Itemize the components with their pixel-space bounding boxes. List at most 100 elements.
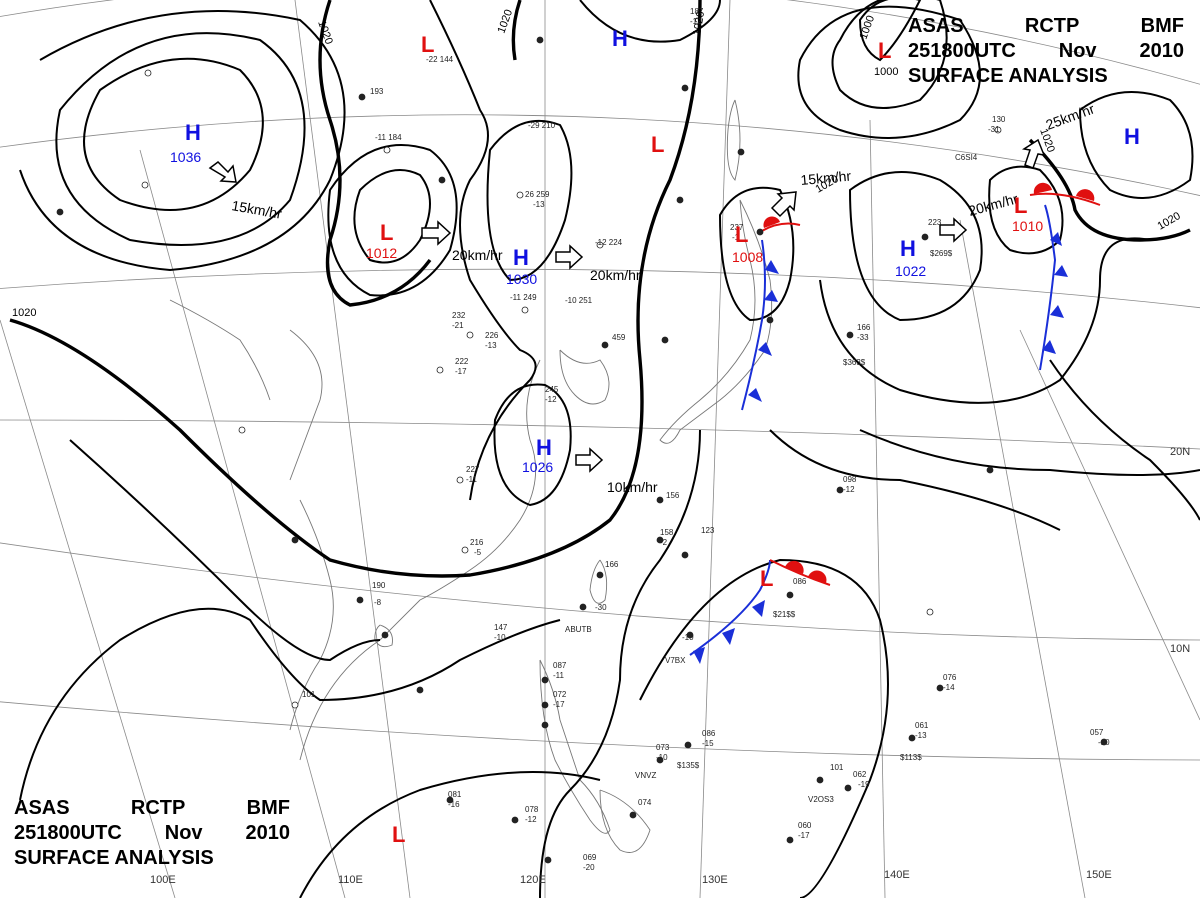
cold-front-east: [1039, 204, 1068, 371]
isobar: [718, 186, 795, 322]
station-label: 226: [485, 331, 499, 340]
station-label: 081: [448, 790, 462, 799]
cold-front-barb: [1050, 232, 1062, 246]
low-pressure-marker: L: [421, 32, 434, 57]
station-label: -13: [533, 200, 545, 209]
isobar: [858, 0, 922, 62]
station-label: 232: [452, 311, 466, 320]
motion-arrow: [770, 191, 797, 218]
korea-coast: [559, 349, 610, 405]
longitude-line: [139, 149, 346, 898]
station-label: 158: [660, 528, 674, 537]
station-label: -5: [474, 548, 482, 557]
cold-front-barb: [1054, 265, 1068, 277]
latitude-line: [0, 419, 1200, 450]
station-label: -17: [553, 700, 565, 709]
station-label: -14: [943, 683, 955, 692]
station-label: -8: [374, 598, 382, 607]
station-labels: -22 144 193 -11 184 -29 210 26 259 -13 -…: [302, 7, 1110, 872]
station-code: RCTP: [1024, 15, 1080, 37]
station-label: 166: [857, 323, 871, 332]
pressure-centers: H 1036 L 1012 H 1030 H 1026 L L H L 1008…: [170, 26, 1140, 847]
latitude-line: [0, 114, 1200, 196]
sakhalin-coast: [726, 99, 741, 181]
valid-year: 2010: [1139, 40, 1184, 62]
station-label: 166: [605, 560, 619, 569]
station-label: -19: [858, 780, 870, 789]
isobar: [831, 0, 948, 109]
chart-title: SURFACE ANALYSIS: [908, 65, 1108, 87]
station-label: 073: [656, 743, 670, 752]
motion-arrow: [939, 217, 968, 243]
station-label: V2OS3: [808, 795, 834, 804]
cold-front-barb: [1050, 305, 1064, 318]
mindanao-coast: [599, 789, 651, 853]
warm-front-east: [1029, 182, 1101, 206]
station-markers: [56, 36, 1108, 864]
valid-month: Nov: [1058, 40, 1097, 62]
station-code: RCTP: [130, 797, 186, 819]
low-pressure-marker: L: [735, 222, 748, 247]
isobar: [859, 429, 1200, 476]
station-label: -33: [857, 333, 869, 342]
station-label: -29 210: [528, 121, 556, 130]
product-code: ASAS: [14, 797, 70, 819]
cold-front-japan: [741, 239, 779, 411]
station-label: 078: [525, 805, 539, 814]
station-label: 147: [494, 623, 508, 632]
high-pressure-value: 1026: [522, 459, 553, 475]
product-code: ASAS: [908, 15, 964, 37]
station-label: -12: [545, 395, 557, 404]
station-label: 076: [943, 673, 957, 682]
cold-front-barb: [693, 647, 705, 664]
cold-front-barb: [1042, 340, 1056, 354]
cold-front-barb: [765, 260, 779, 274]
station-label: VNVZ: [635, 771, 656, 780]
longitude-label: 100E: [150, 874, 176, 886]
china-coast: [299, 359, 541, 761]
motion-label: 20km/hr: [967, 190, 1020, 219]
valid-time: 251800UTC: [908, 40, 1016, 62]
station-label: -16: [448, 800, 460, 809]
motion-label: 10km/hr: [607, 479, 658, 495]
latitude-line: [0, 268, 1200, 309]
cold-front-barb: [722, 628, 735, 645]
indochina-coast: [289, 499, 334, 731]
cold-front-barb: [748, 388, 762, 402]
station-label: $21$$: [773, 610, 796, 619]
motion-arrow: [421, 220, 452, 246]
station-label: -22 144: [426, 55, 454, 64]
station-label: -31: [988, 125, 1000, 134]
longitude-label: 130E: [702, 874, 728, 886]
station-label: 069: [583, 853, 597, 862]
isobar: [19, 10, 346, 272]
station-label: 227: [466, 465, 480, 474]
motion-label: 25km/hr: [1044, 100, 1097, 132]
isobars: [19, 0, 1200, 898]
motion-label: 20km/hr: [590, 267, 641, 283]
cold-front-barb: [752, 600, 765, 617]
cold-front-barb: [764, 290, 778, 302]
inland-border: [169, 299, 271, 401]
station-label: 060: [798, 821, 812, 830]
graticule-labels: 100E 110E 120E 130E 140E 150E 20N 10N: [150, 446, 1190, 886]
isobar: [55, 32, 306, 246]
taiwan-coast: [589, 559, 608, 604]
station-label: 216: [470, 538, 484, 547]
station-label: -2: [660, 538, 668, 547]
isobar-label: 1020: [315, 19, 335, 46]
motion-label: 20km/hr: [452, 247, 503, 263]
station-label: -10: [656, 753, 668, 762]
longitude-line: [699, 0, 731, 898]
chart-header-top: ASAS RCTP BMF 251800UTC Nov 2010 SURFACE…: [908, 14, 1184, 89]
low-pressure-marker: L: [380, 220, 393, 245]
station-label: 245: [545, 385, 559, 394]
latitude-line: [0, 701, 1200, 761]
station-label: -10: [682, 633, 694, 642]
station-label: 223: [928, 218, 942, 227]
isobar-1020: [9, 0, 702, 578]
station-label: -1: [732, 233, 740, 242]
station-label: 459: [612, 333, 626, 342]
high-pressure-value: 1022: [895, 263, 926, 279]
motion-arrow: [208, 161, 237, 183]
